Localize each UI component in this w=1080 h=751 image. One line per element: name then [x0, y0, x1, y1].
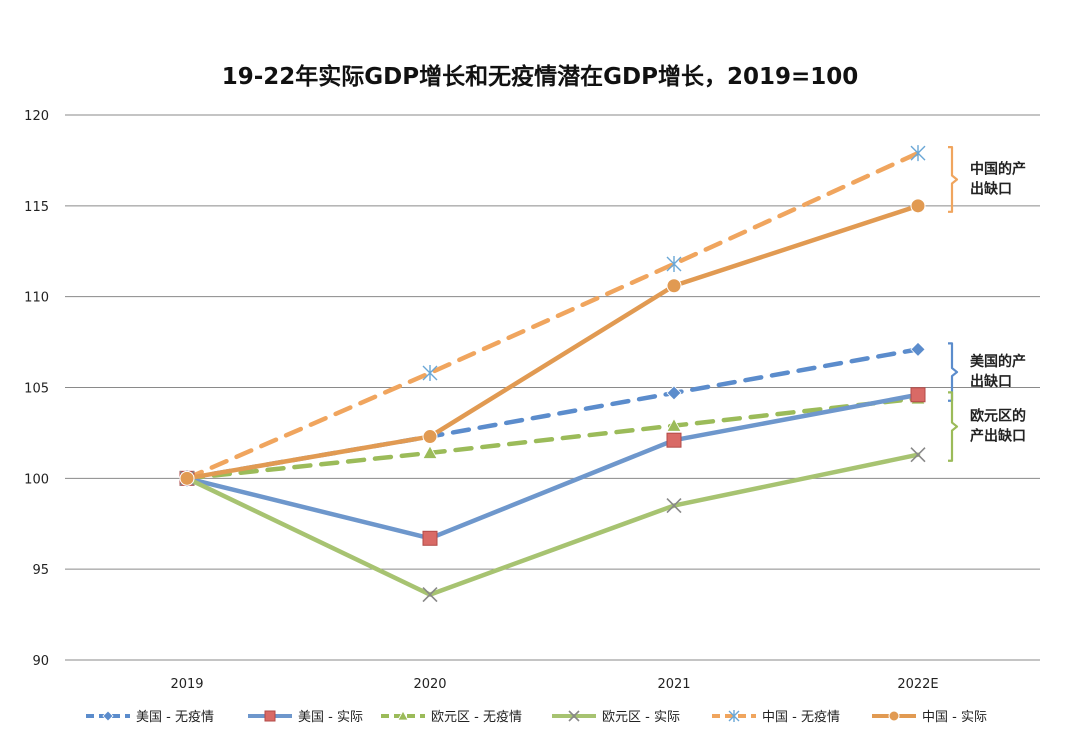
marker-star	[666, 255, 682, 272]
marker-x	[666, 498, 682, 514]
marker-diamond	[102, 710, 114, 722]
legend-item-3: 欧元区 - 实际	[552, 710, 680, 725]
x-tick-label: 2020	[413, 677, 446, 692]
marker-x	[568, 710, 580, 722]
y-tick-label: 115	[24, 200, 49, 215]
series-line	[184, 396, 921, 481]
marker-square	[666, 432, 682, 448]
legend-label: 中国 - 无疫情	[762, 709, 840, 725]
marker-star	[910, 145, 926, 162]
marker-circle	[910, 198, 926, 214]
marker-circle	[422, 429, 438, 445]
marker-circle	[179, 470, 195, 486]
series-4	[179, 145, 926, 487]
legend-label: 欧元区 - 实际	[602, 710, 680, 725]
annotation-text: 美国的产	[970, 353, 1026, 370]
series-line	[184, 203, 921, 481]
x-tick-label: 2019	[170, 677, 203, 692]
series-line	[184, 392, 921, 541]
y-axis: 90 95 100 105 110 115 120	[24, 109, 49, 669]
marker-x	[910, 447, 926, 463]
legend-label: 美国 - 实际	[298, 710, 363, 725]
legend-item-4: 中国 - 无疫情	[712, 709, 840, 725]
annotation-text: 中国的产	[970, 160, 1026, 177]
y-tick-label: 110	[24, 291, 49, 306]
x-tick-label: 2021	[657, 677, 690, 692]
marker-star	[728, 710, 740, 722]
series-1	[179, 387, 926, 546]
marker-diamond	[666, 385, 682, 401]
marker-x	[422, 587, 438, 603]
y-tick-label: 100	[24, 472, 49, 487]
marker-square	[264, 710, 276, 722]
marker-triangle	[666, 417, 682, 432]
legend-item-2: 欧元区 - 无疫情	[381, 709, 522, 725]
legend-item-0: 美国 - 无疫情	[86, 709, 214, 725]
grid-lines	[65, 114, 1040, 661]
marker-triangle	[422, 445, 438, 459]
legend-item-1: 美国 - 实际	[248, 710, 363, 725]
y-tick-label: 90	[32, 654, 49, 669]
series-line	[184, 150, 921, 481]
marker-diamond	[910, 341, 926, 357]
series-line	[184, 452, 921, 597]
annotation-text: 欧元区的	[970, 408, 1026, 425]
legend-label: 中国 - 实际	[922, 710, 987, 725]
legend-label: 欧元区 - 无疫情	[431, 709, 522, 725]
marker-square	[910, 387, 926, 403]
legend: 美国 - 无疫情 美国 - 实际 欧元区 - 无疫情 欧元区 - 实际 中国 - 无疫情…	[86, 709, 987, 725]
annotation-text: 出缺口	[970, 373, 1012, 390]
marker-star	[422, 364, 438, 381]
chart-title: 19-22年实际GDP增长和无疫情潜在GDP增长，2019=100	[222, 63, 859, 90]
series-2	[179, 390, 926, 485]
series-layer	[179, 145, 926, 603]
y-tick-label: 95	[32, 563, 49, 578]
y-tick-label: 120	[24, 109, 49, 124]
marker-triangle	[397, 710, 409, 721]
legend-item-5: 中国 - 实际	[872, 710, 987, 725]
x-tick-label: 2022E	[897, 677, 938, 692]
series-5	[179, 198, 926, 486]
y-tick-label: 105	[24, 382, 49, 397]
marker-circle	[888, 710, 900, 722]
marker-square	[422, 530, 438, 546]
bracket	[948, 146, 959, 213]
marker-circle	[666, 278, 682, 294]
annotation-text: 出缺口	[970, 180, 1012, 197]
legend-label: 美国 - 无疫情	[136, 709, 214, 725]
series-3	[179, 447, 926, 603]
x-axis: 2019 2020 2021 2022E	[170, 677, 938, 692]
bracket	[948, 391, 959, 462]
annotation-text: 产出缺口	[970, 428, 1026, 445]
